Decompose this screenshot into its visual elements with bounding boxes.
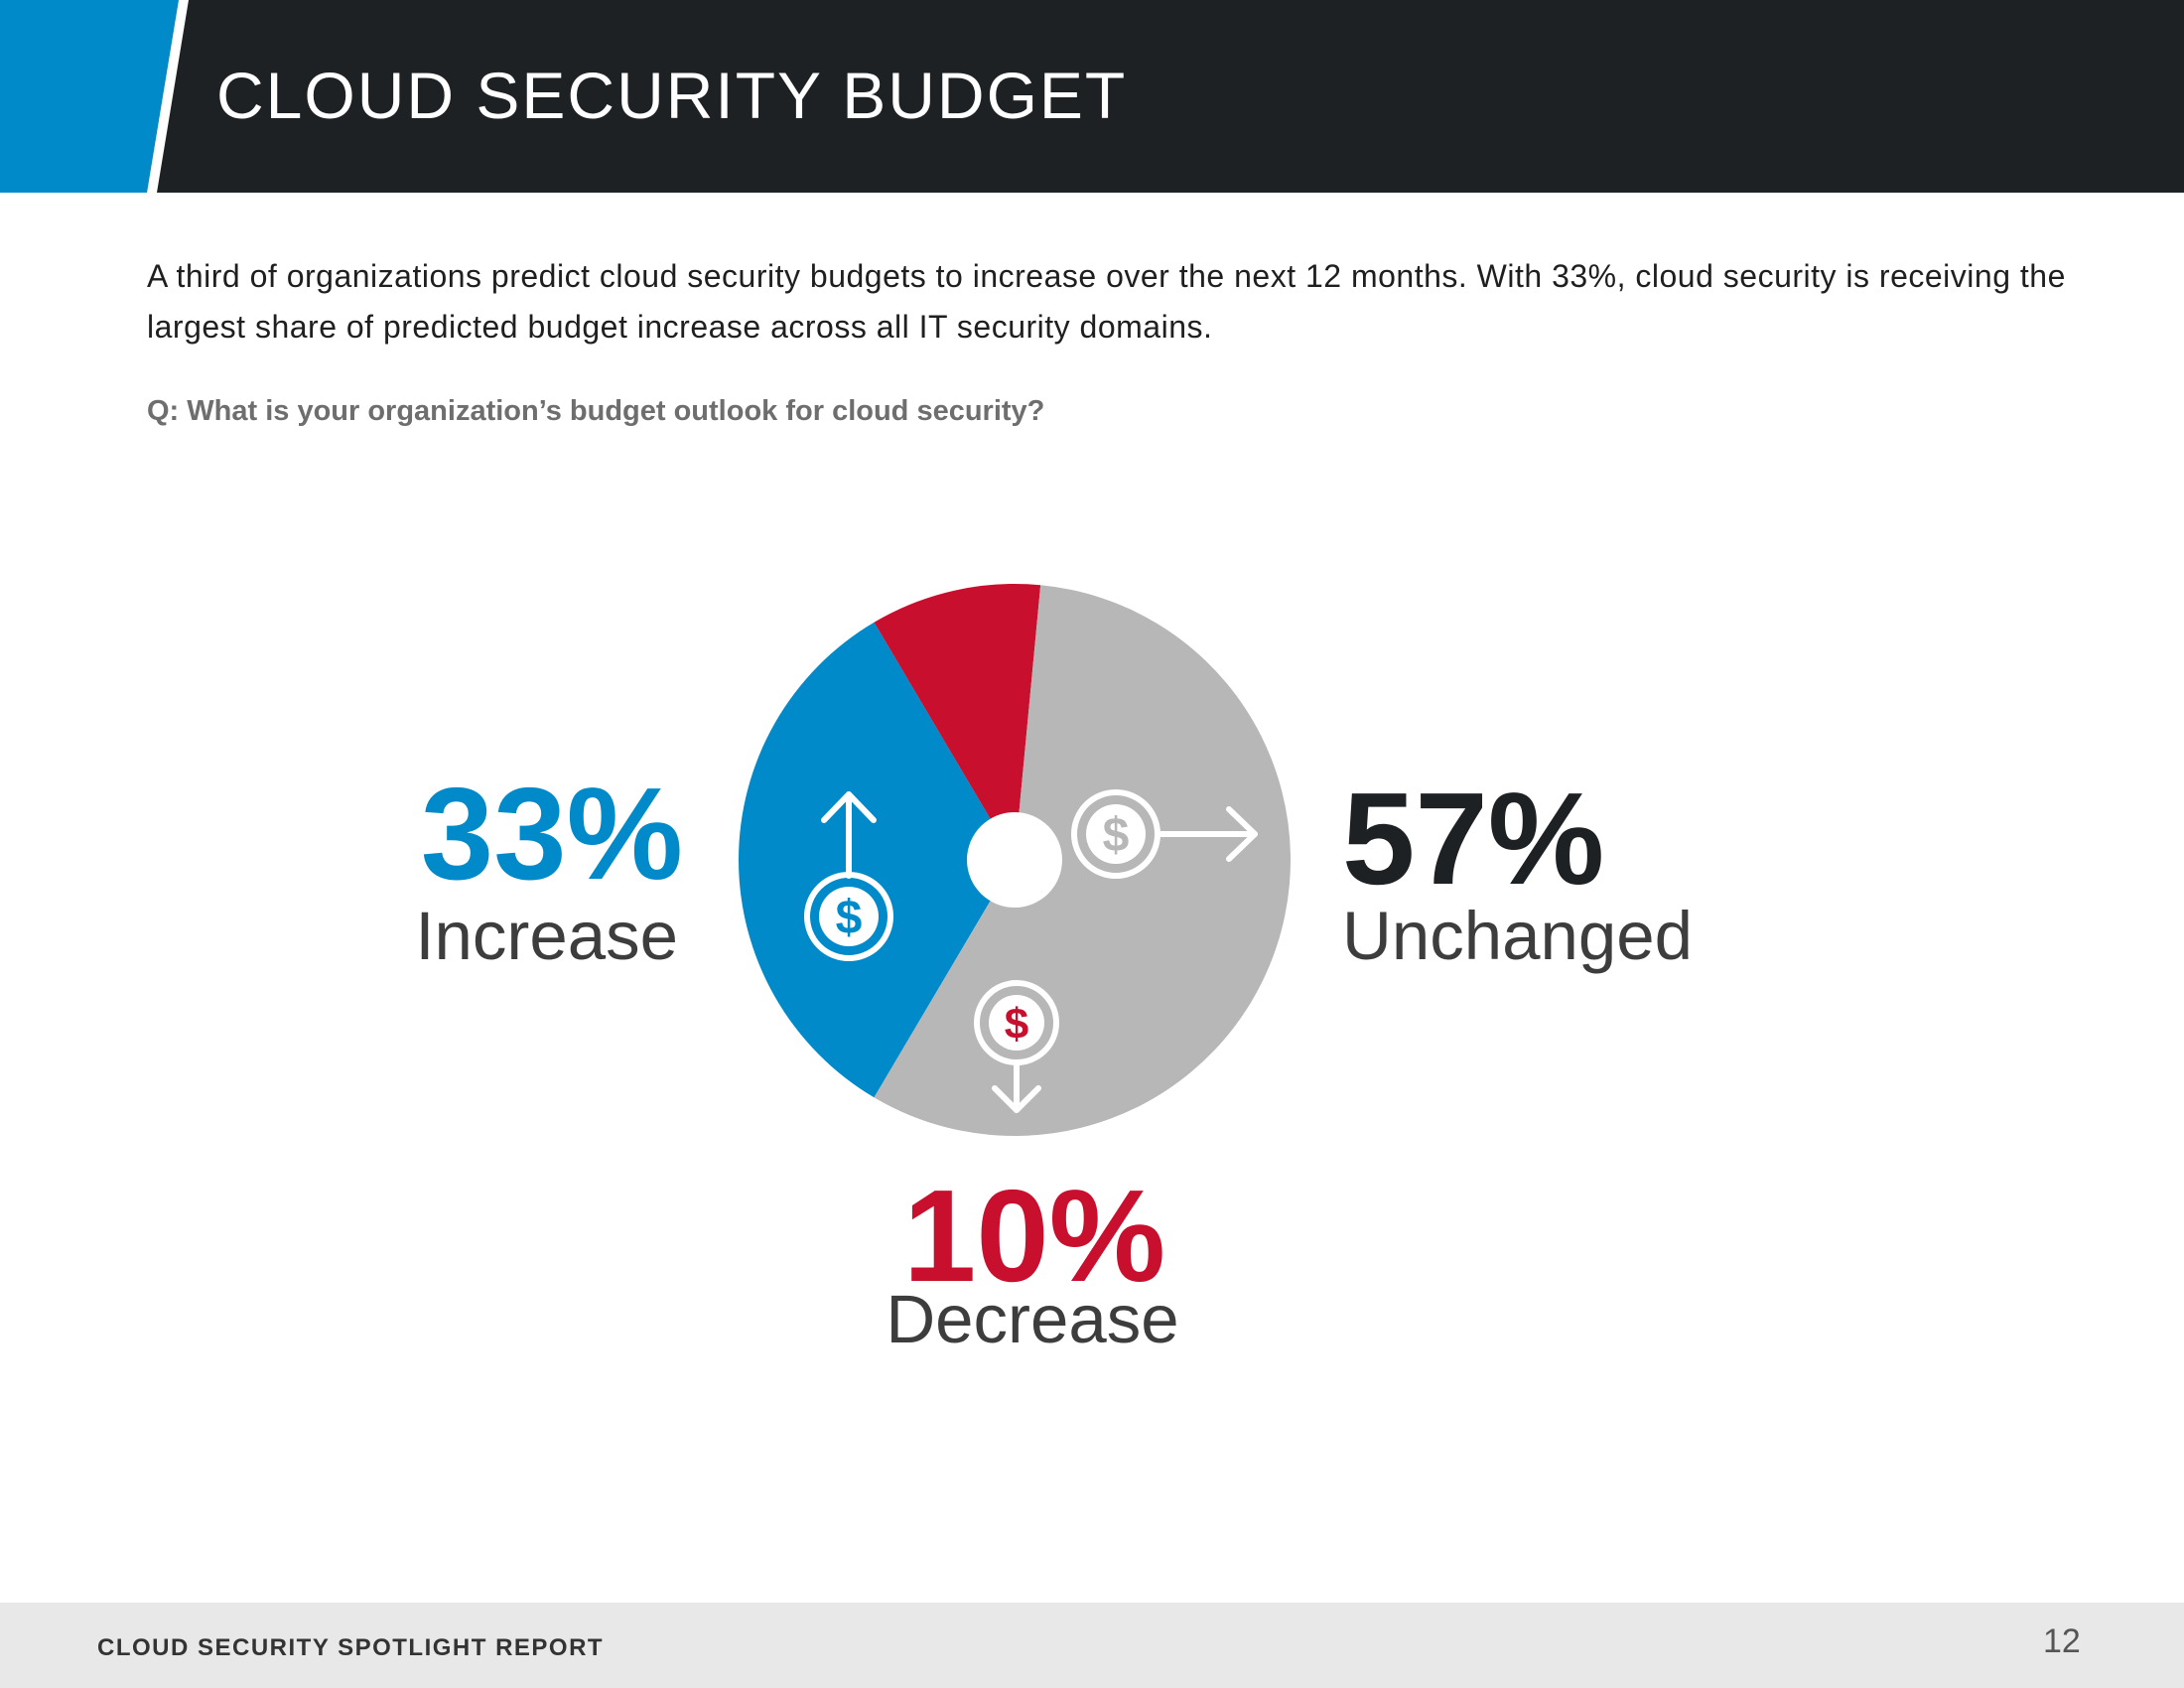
intro-paragraph: A third of organizations predict cloud s… — [147, 258, 2066, 345]
unchanged-category-label: Unchanged — [1342, 898, 1693, 974]
svg-text:$: $ — [1005, 1000, 1028, 1049]
dollar-up-arrow-icon: $ — [804, 791, 893, 961]
pie-center-hole — [967, 812, 1062, 908]
pie-slice-decrease — [874, 584, 1041, 860]
svg-text:$: $ — [1103, 809, 1130, 862]
survey-question: Q: What is your organization’s budget ou… — [147, 395, 1045, 427]
header-accent-stripe — [0, 0, 179, 193]
page-title: CLOUD SECURITY BUDGET — [216, 59, 1128, 132]
svg-text:$: $ — [836, 892, 863, 944]
increase-category-label: Increase — [415, 898, 678, 974]
header-banner — [0, 0, 2184, 193]
unchanged-value-label: 57% — [1342, 766, 1604, 912]
page-number: 12 — [2043, 1622, 2081, 1660]
decrease-category-label: Decrease — [886, 1281, 1178, 1357]
page-footer: CLOUD SECURITY SPOTLIGHT REPORT 12 — [0, 1603, 2184, 1688]
increase-value-label: 33% — [421, 761, 683, 907]
dollar-down-arrow-icon: $ — [974, 980, 1059, 1113]
footer-report-title: CLOUD SECURITY SPOTLIGHT REPORT — [97, 1634, 605, 1661]
dollar-right-arrow-icon: $ — [1071, 789, 1258, 879]
pie-slice-increase — [739, 622, 1015, 1098]
decrease-value-label: 10% — [903, 1163, 1165, 1309]
